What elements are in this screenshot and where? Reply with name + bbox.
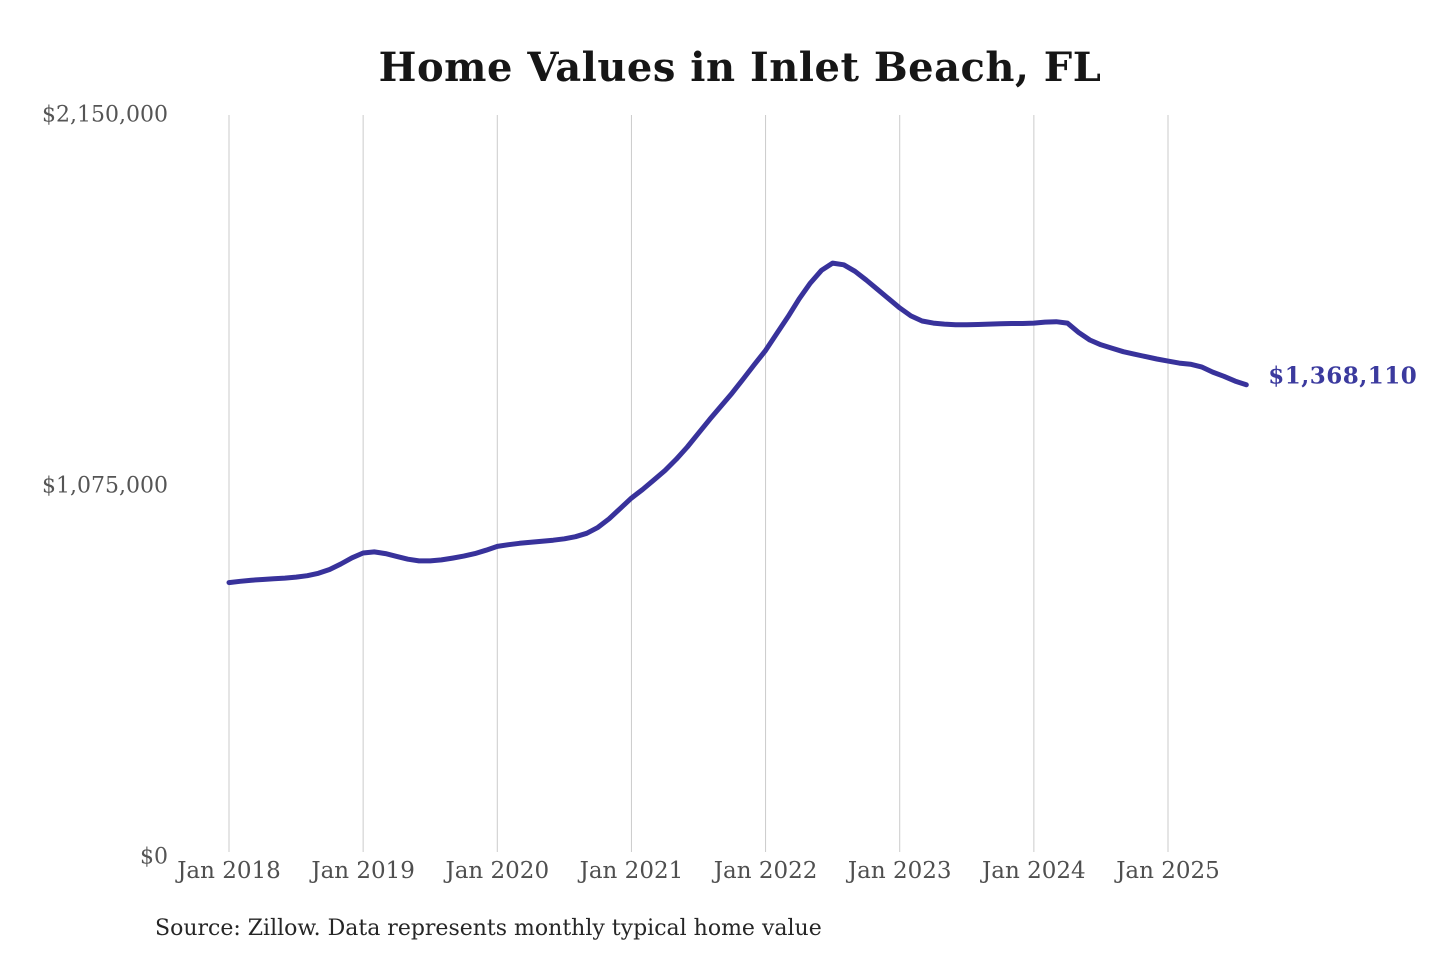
year-gridlines: [228, 115, 1169, 852]
x-axis-tick-label: Jan 2019: [311, 858, 415, 884]
y-axis-tick-label: $0: [140, 844, 168, 870]
y-axis-tick-label: $1,075,000: [42, 473, 168, 499]
home-value-line: [226, 260, 1249, 586]
latest-value-label: $1,368,110: [1268, 362, 1418, 390]
x-axis-tick-label: Jan 2024: [982, 858, 1086, 884]
y-axis-tick-label: $2,150,000: [42, 102, 168, 128]
x-axis-tick-label: Jan 2023: [847, 858, 952, 884]
x-axis-tick-label: Jan 2022: [713, 858, 818, 884]
x-axis-tick-label: Jan 2018: [177, 858, 281, 884]
x-axis-tick-label: Jan 2021: [579, 858, 684, 884]
source-note: Source: Zillow. Data represents monthly …: [155, 916, 822, 941]
x-axis-tick-label: Jan 2020: [445, 858, 550, 884]
x-axis-tick-label: Jan 2025: [1116, 858, 1220, 884]
chart-title: Home Values in Inlet Beach, FL: [378, 44, 1102, 91]
